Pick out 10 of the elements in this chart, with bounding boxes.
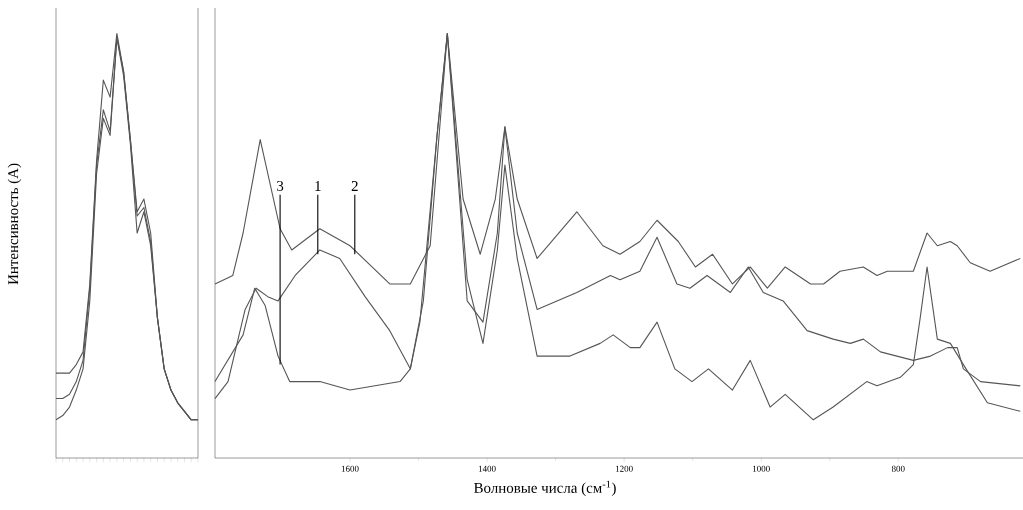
annotation: 1 (315, 181, 321, 191)
x-tick-label: 1400 (478, 465, 496, 472)
x-tick-label: 1200 (615, 465, 633, 472)
annotation: 2 (351, 181, 358, 191)
x-tick-label: 1000 (753, 465, 770, 472)
y-axis-title: Интенсивность (А) (7, 163, 22, 285)
x-tick-label: 1600 (341, 465, 359, 472)
annotation: 3 (277, 180, 284, 191)
x-axis-title: Волновые числа (см$^{-1}$) (474, 480, 616, 496)
x-tick-label: 800 (891, 465, 905, 472)
